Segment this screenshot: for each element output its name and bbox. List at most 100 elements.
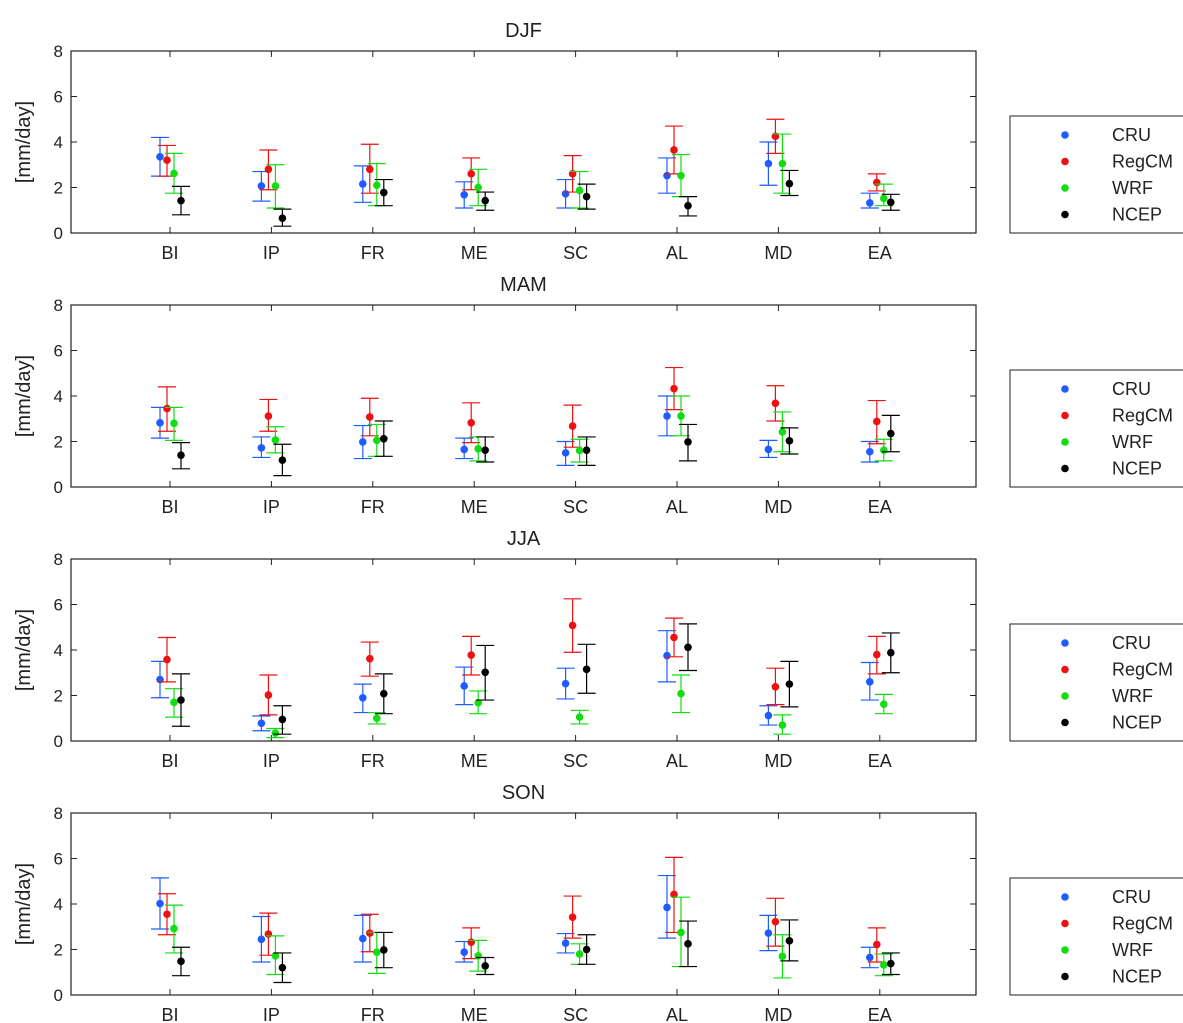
data-point bbox=[582, 192, 591, 201]
y-tick-label: 2 bbox=[54, 179, 63, 198]
panel-mam: MAM [mm/day] 0 2 4 6 8 BI IP FR ME SC AL MD EA CRU RegCM… bbox=[13, 274, 1183, 517]
data-point bbox=[177, 696, 185, 704]
data-point bbox=[278, 214, 287, 223]
x-tick-label: BI bbox=[161, 1005, 178, 1023]
data-point bbox=[561, 939, 570, 947]
legend-label: RegCM bbox=[1112, 406, 1173, 426]
axes-frame bbox=[70, 50, 977, 234]
data-point bbox=[467, 419, 476, 427]
axes-frame bbox=[70, 304, 977, 488]
data-point bbox=[474, 698, 483, 707]
x-tick-label: AL bbox=[666, 1005, 688, 1023]
panel-djf: DJF [mm/day] 0 2 4 6 8 BI IP FR ME SC AL MD EA CRU RegCM… bbox=[13, 20, 1183, 263]
legend-marker bbox=[1061, 919, 1069, 928]
data-point bbox=[170, 698, 178, 707]
data-point bbox=[778, 428, 787, 436]
data-point bbox=[170, 169, 178, 178]
legend-label: WRF bbox=[1112, 686, 1153, 706]
x-tick-label: SC bbox=[563, 243, 588, 263]
x-tick-label: FR bbox=[361, 751, 385, 771]
legend: CRU RegCM WRF NCEP bbox=[1009, 369, 1183, 488]
data-point bbox=[663, 412, 671, 420]
data-point bbox=[684, 940, 692, 948]
legend-marker bbox=[1061, 972, 1069, 981]
data-point bbox=[873, 940, 881, 949]
legend-label: NCEP bbox=[1112, 205, 1162, 225]
data-point bbox=[582, 665, 591, 674]
legend-marker bbox=[1061, 946, 1069, 954]
data-point bbox=[684, 201, 692, 210]
panel-title: DJF bbox=[505, 20, 542, 42]
legend-label: NCEP bbox=[1112, 967, 1162, 987]
x-tick-label: AL bbox=[666, 497, 688, 517]
x-tick-label: AL bbox=[666, 243, 688, 263]
panel-jja: JJA [mm/day] 0 2 4 6 8 BI IP FR ME SC AL MD EA CRU RegCM… bbox=[13, 528, 1183, 771]
data-point bbox=[771, 917, 780, 926]
data-point bbox=[467, 170, 476, 178]
x-tick-label: AL bbox=[666, 751, 688, 771]
data-point bbox=[474, 952, 483, 960]
data-point bbox=[359, 934, 367, 943]
data-point bbox=[561, 190, 570, 198]
data-point bbox=[568, 621, 577, 630]
data-point bbox=[460, 682, 469, 690]
legend-marker bbox=[1061, 210, 1069, 219]
data-point bbox=[670, 633, 678, 642]
legend-marker bbox=[1061, 411, 1069, 420]
data-point bbox=[481, 668, 490, 677]
legend-label: NCEP bbox=[1112, 713, 1162, 733]
data-point bbox=[771, 683, 780, 691]
legend-marker bbox=[1061, 438, 1069, 446]
data-point bbox=[156, 419, 164, 427]
data-point bbox=[866, 678, 874, 686]
legend-marker bbox=[1061, 157, 1069, 166]
legend-box bbox=[1009, 369, 1183, 488]
data-point bbox=[177, 957, 185, 966]
data-point bbox=[677, 928, 685, 937]
y-axis-label: [mm/day] bbox=[13, 101, 35, 183]
x-tick-label: FR bbox=[361, 497, 385, 517]
data-point bbox=[880, 700, 888, 708]
x-tick-label: EA bbox=[868, 751, 892, 771]
data-point bbox=[257, 719, 266, 728]
data-point bbox=[481, 962, 490, 970]
data-point bbox=[866, 447, 874, 456]
panel-title: SON bbox=[502, 782, 545, 804]
data-point bbox=[170, 419, 178, 428]
y-tick-label: 0 bbox=[54, 986, 63, 1005]
y-axis-label: [mm/day] bbox=[13, 863, 35, 945]
data-point bbox=[257, 935, 266, 944]
data-point bbox=[677, 412, 685, 420]
panel-title: JJA bbox=[507, 528, 541, 550]
data-point bbox=[677, 171, 685, 180]
data-point bbox=[264, 165, 273, 174]
data-point bbox=[582, 945, 591, 954]
data-point bbox=[887, 648, 895, 657]
data-point bbox=[264, 691, 273, 699]
y-tick-label: 8 bbox=[54, 296, 63, 315]
data-point bbox=[684, 643, 692, 652]
y-tick-label: 4 bbox=[54, 387, 63, 406]
data-point bbox=[467, 651, 476, 659]
data-point bbox=[887, 959, 895, 968]
data-point bbox=[366, 165, 374, 174]
data-point bbox=[561, 679, 570, 688]
legend-marker bbox=[1061, 131, 1069, 139]
legend-marker bbox=[1061, 464, 1069, 473]
data-point bbox=[264, 412, 273, 420]
data-point bbox=[373, 714, 381, 723]
x-tick-label: SC bbox=[563, 497, 588, 517]
y-tick-label: 0 bbox=[54, 478, 63, 497]
data-point bbox=[785, 437, 794, 445]
data-point bbox=[677, 689, 685, 698]
legend-marker bbox=[1061, 184, 1069, 192]
data-point bbox=[373, 181, 381, 190]
data-point bbox=[163, 655, 171, 664]
data-point bbox=[359, 180, 367, 188]
legend-marker bbox=[1061, 893, 1069, 901]
legend-label: CRU bbox=[1112, 887, 1151, 907]
data-point bbox=[467, 938, 476, 947]
data-point bbox=[866, 953, 874, 962]
legend-label: CRU bbox=[1112, 379, 1151, 399]
y-tick-label: 4 bbox=[54, 133, 63, 152]
